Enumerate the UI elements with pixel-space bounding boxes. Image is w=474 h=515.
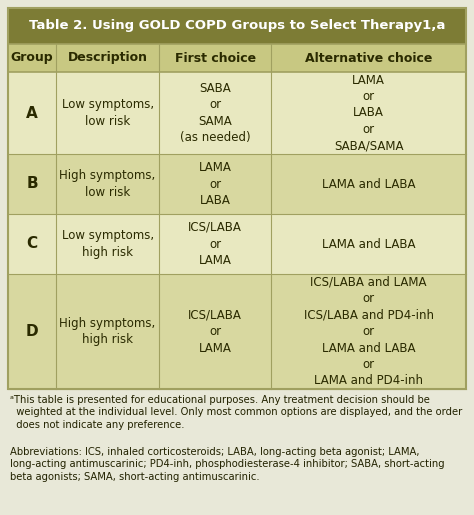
Text: LAMA and LABA: LAMA and LABA: [322, 178, 415, 191]
Text: LAMA and LABA: LAMA and LABA: [322, 237, 415, 250]
Text: Group: Group: [11, 52, 54, 64]
Text: Table 2. Using GOLD COPD Groups to Select Therapy1,a: Table 2. Using GOLD COPD Groups to Selec…: [29, 20, 445, 32]
Bar: [271, 44, 466, 72]
Text: LAMA
or
LABA: LAMA or LABA: [199, 161, 232, 207]
Bar: [8, 214, 56, 274]
Bar: [8, 274, 56, 389]
Text: D: D: [26, 324, 38, 339]
Bar: [8, 154, 56, 214]
Text: Low symptoms,
low risk: Low symptoms, low risk: [62, 98, 154, 128]
Bar: [159, 154, 271, 214]
Text: Alternative choice: Alternative choice: [305, 52, 432, 64]
Bar: [56, 154, 159, 214]
Bar: [159, 274, 271, 389]
Text: Low symptoms,
high risk: Low symptoms, high risk: [62, 229, 154, 259]
Text: ICS/LABA
or
LAMA: ICS/LABA or LAMA: [188, 221, 242, 267]
Bar: [271, 72, 466, 154]
Text: A: A: [26, 106, 38, 121]
Text: High symptoms,
low risk: High symptoms, low risk: [60, 169, 156, 199]
Bar: [56, 214, 159, 274]
Text: Description: Description: [68, 52, 147, 64]
Text: ᵃThis table is presented for educational purposes. Any treatment decision should: ᵃThis table is presented for educational…: [10, 395, 462, 430]
Bar: [8, 8, 466, 44]
Text: B: B: [26, 177, 38, 192]
Text: LAMA
or
LABA
or
SABA/SAMA: LAMA or LABA or SABA/SAMA: [334, 74, 403, 152]
Bar: [8, 8, 466, 389]
Text: High symptoms,
high risk: High symptoms, high risk: [60, 317, 156, 346]
Text: C: C: [27, 236, 37, 251]
Bar: [56, 72, 159, 154]
Bar: [8, 72, 56, 154]
Text: ICS/LABA and LAMA
or
ICS/LABA and PD4-inh
or
LAMA and LABA
or
LAMA and PD4-inh: ICS/LABA and LAMA or ICS/LABA and PD4-in…: [304, 276, 434, 387]
Bar: [8, 8, 466, 44]
Text: First choice: First choice: [175, 52, 256, 64]
Bar: [271, 274, 466, 389]
Bar: [159, 214, 271, 274]
Bar: [56, 274, 159, 389]
Bar: [159, 72, 271, 154]
Bar: [271, 154, 466, 214]
Text: SABA
or
SAMA
(as needed): SABA or SAMA (as needed): [180, 82, 251, 144]
Bar: [56, 44, 159, 72]
Text: ICS/LABA
or
LAMA: ICS/LABA or LAMA: [188, 308, 242, 354]
Bar: [271, 214, 466, 274]
Text: Abbreviations: ICS, inhaled corticosteroids; LABA, long-acting beta agonist; LAM: Abbreviations: ICS, inhaled corticostero…: [10, 447, 445, 482]
Bar: [8, 44, 56, 72]
Bar: [159, 44, 271, 72]
